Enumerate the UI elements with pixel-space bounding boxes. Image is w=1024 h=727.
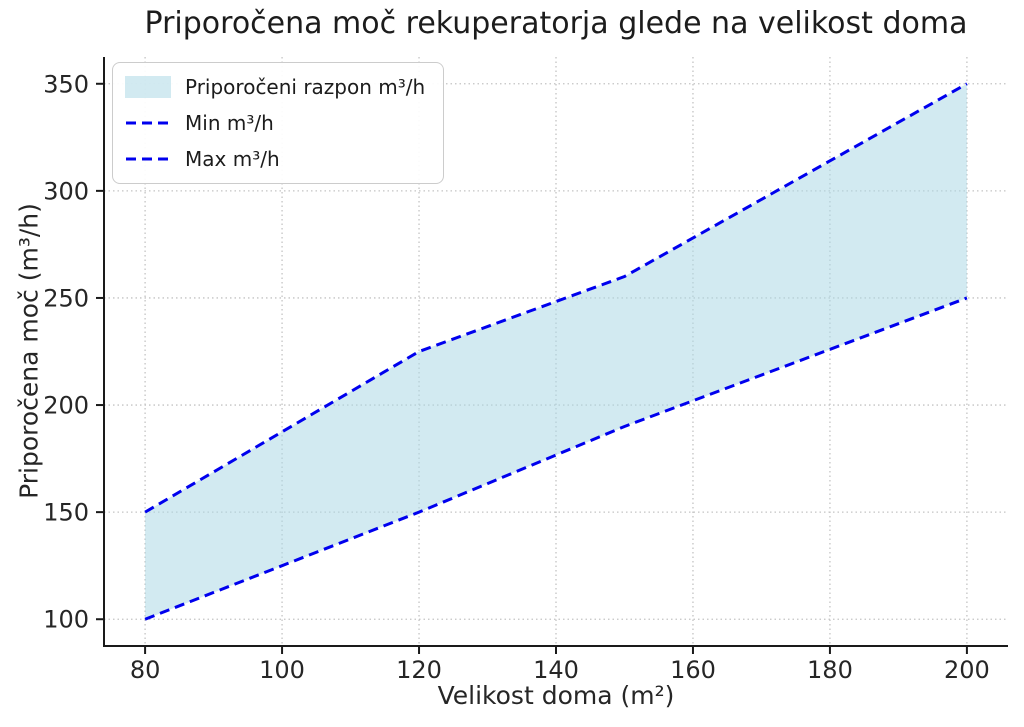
y-tick-label: 350: [43, 70, 89, 98]
x-tick-label: 120: [396, 656, 442, 684]
range-band: [145, 83, 967, 620]
x-axis-label: Velikost doma (m²): [437, 681, 675, 710]
y-tick-label: 150: [43, 499, 89, 527]
x-tick-label: 200: [944, 656, 990, 684]
legend-label-min: Min m³/h: [185, 111, 274, 135]
max-line-swatch: [126, 157, 170, 161]
x-tick-label: 100: [259, 656, 305, 684]
y-tick-label: 100: [43, 606, 89, 634]
y-axis-label: Priporočena moč (m³/h): [14, 203, 44, 499]
range-fill-swatch: [125, 76, 171, 98]
x-tick-label: 180: [807, 656, 853, 684]
x-tick-label: 140: [533, 656, 579, 684]
min-line-swatch: [126, 121, 170, 125]
legend-label-range: Priporočeni razpon m³/h: [185, 75, 426, 99]
chart-title: Priporočena moč rekuperatorja glede na v…: [144, 6, 968, 41]
legend-item-min: Min m³/h: [125, 107, 425, 139]
y-tick-label: 300: [43, 177, 89, 205]
y-tick-label: 200: [43, 392, 89, 420]
legend-label-max: Max m³/h: [185, 147, 280, 171]
legend: Priporočeni razpon m³/h Min m³/h Max m³/…: [112, 62, 445, 184]
legend-item-range: Priporočeni razpon m³/h: [125, 71, 425, 103]
x-tick-label: 160: [670, 656, 716, 684]
y-tick-label: 250: [43, 284, 89, 312]
min-line: [144, 296, 968, 621]
legend-item-max: Max m³/h: [125, 143, 425, 175]
x-tick-label: 80: [130, 656, 161, 684]
